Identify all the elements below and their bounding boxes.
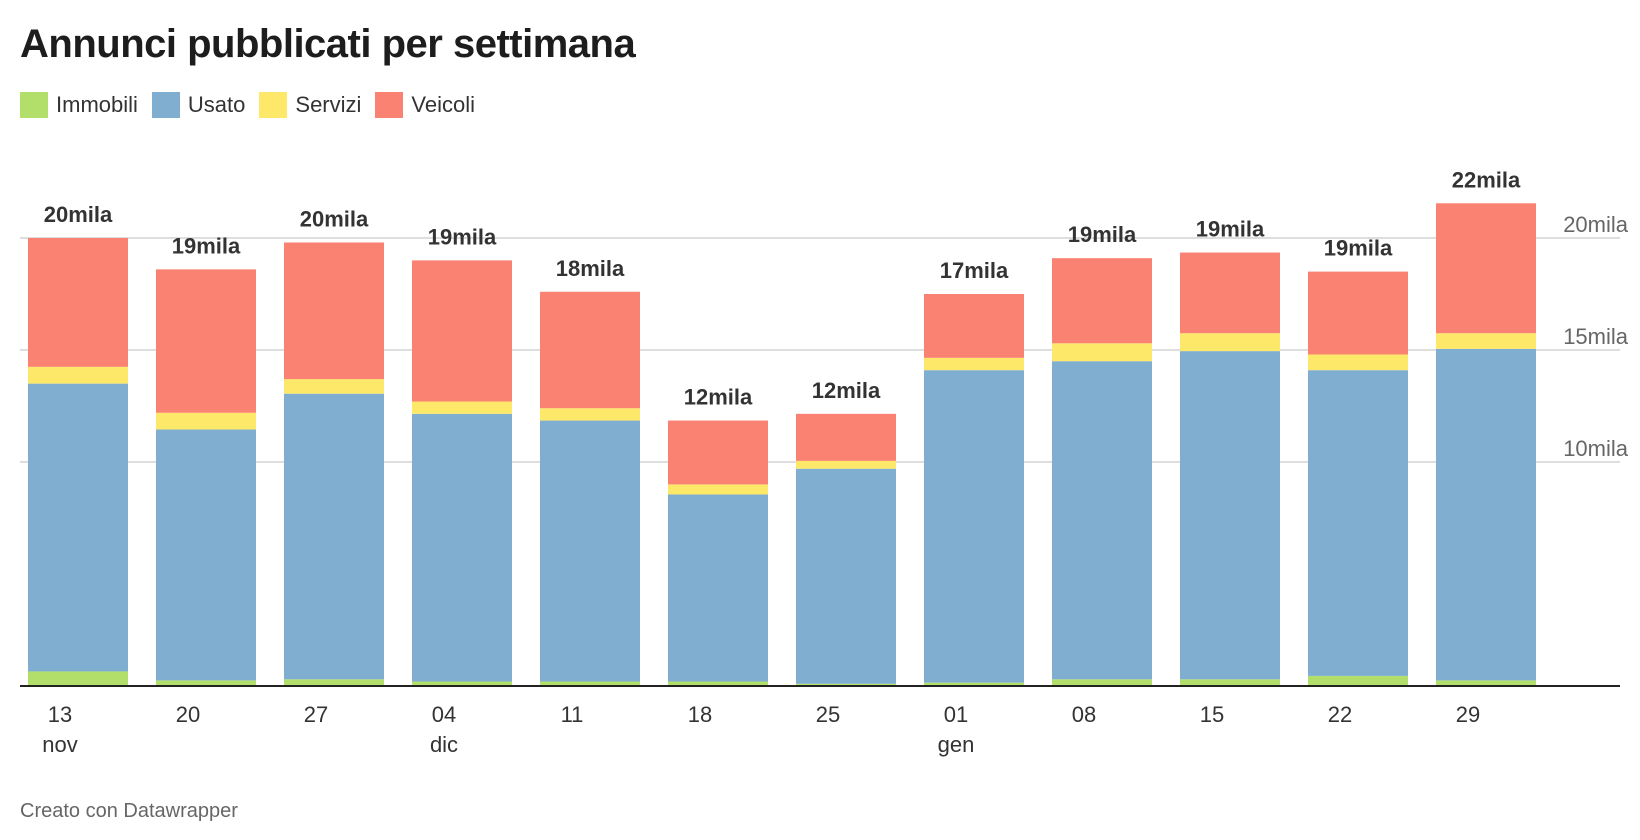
y-tick-label: 15mila [1563, 324, 1629, 349]
x-tick-label: 13 [48, 702, 72, 727]
legend-item-veicoli: Veicoli [375, 92, 475, 118]
bar-servizi [924, 357, 1024, 371]
bar-usato [1180, 351, 1280, 680]
bar-veicoli [28, 238, 128, 367]
bar-immobili [1308, 675, 1408, 686]
bar-total-label: 20mila [44, 202, 113, 227]
bar-immobili [540, 681, 640, 686]
bar-immobili [284, 679, 384, 686]
bar-servizi [1052, 343, 1152, 362]
bar-total-label: 17mila [940, 258, 1009, 283]
bar-total-label: 18mila [556, 256, 625, 281]
bar-immobili [156, 680, 256, 686]
bar-total-label: 19mila [1324, 236, 1393, 261]
x-tick-month-label: nov [42, 732, 77, 757]
y-tick-label: 10mila [1563, 436, 1629, 461]
x-tick-label: 25 [816, 702, 840, 727]
bar-total-label: 22mila [1452, 167, 1521, 192]
bar-servizi [28, 366, 128, 384]
bar-usato [1052, 361, 1152, 680]
x-tick-label: 04 [432, 702, 456, 727]
bar-servizi [668, 484, 768, 495]
bar-usato [1308, 370, 1408, 676]
bar-veicoli [924, 294, 1024, 358]
legend-label-usato: Usato [187, 92, 246, 117]
legend-swatch-servizi [259, 92, 288, 118]
bar-usato [284, 393, 384, 680]
bar-usato [1436, 348, 1536, 681]
bar-veicoli [796, 413, 896, 461]
legend-swatch-veicoli [375, 92, 404, 118]
bar-total-label: 19mila [1196, 217, 1265, 242]
stacked-bar-chart: 10mila 15mila 20mila 20mila 13 nov 19mila 20 20m… [20, 167, 1629, 757]
bar-veicoli [1052, 258, 1152, 344]
x-tick-label: 22 [1328, 702, 1352, 727]
bar-veicoli [540, 291, 640, 409]
bar-veicoli [284, 242, 384, 380]
bar-usato [924, 370, 1024, 683]
legend-label-servizi: Servizi [295, 92, 362, 117]
legend-swatch-usato [151, 92, 180, 118]
x-tick-label: 18 [688, 702, 712, 727]
bar-servizi [540, 408, 640, 421]
bar-immobili [1436, 680, 1536, 686]
bar-servizi [1180, 333, 1280, 352]
x-tick-month-label: gen [938, 732, 975, 757]
legend-item-usato: Usato [151, 92, 246, 118]
bar-immobili [412, 681, 512, 686]
x-tick-label: 08 [1072, 702, 1096, 727]
bar-veicoli [1308, 271, 1408, 355]
bar-servizi [1436, 333, 1536, 349]
bar-usato [796, 468, 896, 684]
bar-total-label: 19mila [1068, 222, 1137, 247]
x-tick-label: 15 [1200, 702, 1224, 727]
bar-veicoli [1180, 252, 1280, 334]
bar-servizi [412, 401, 512, 414]
legend: Immobili Usato Servizi Veicoli [20, 92, 489, 118]
bar-servizi [796, 460, 896, 469]
legend-label-veicoli: Veicoli [411, 92, 475, 117]
footer-credit: Creato con Datawrapper [20, 800, 238, 822]
legend-swatch-immobili [20, 92, 48, 118]
x-tick-label: 20 [176, 702, 200, 727]
bar-veicoli [1436, 203, 1536, 334]
bar-veicoli [668, 420, 768, 485]
x-tick-label: 01 [944, 702, 968, 727]
bar-veicoli [156, 269, 256, 413]
bar-total-label: 12mila [684, 385, 753, 410]
x-tick-label: 27 [304, 702, 328, 727]
bar-total-label: 19mila [428, 224, 497, 249]
legend-label-immobili: Immobili [56, 92, 138, 117]
bar-usato [156, 429, 256, 681]
bar-usato [28, 383, 128, 672]
legend-item-servizi: Servizi [259, 92, 361, 118]
bar-servizi [156, 412, 256, 430]
x-tick-month-label: dic [430, 732, 458, 757]
bar-total-label: 20mila [300, 206, 369, 231]
bar-total-label: 19mila [172, 233, 241, 258]
bar-immobili [796, 683, 896, 686]
bar-veicoli [412, 260, 512, 402]
x-tick-label: 11 [561, 702, 584, 727]
bar-usato [668, 494, 768, 682]
bar-immobili [28, 671, 128, 686]
y-tick-label: 20mila [1563, 212, 1629, 237]
bar-total-label: 12mila [812, 378, 881, 403]
legend-item-immobili: Immobili [20, 92, 138, 118]
bar-usato [540, 420, 640, 682]
bar-immobili [924, 682, 1024, 686]
bar-immobili [1052, 679, 1152, 686]
bar-servizi [284, 379, 384, 394]
chart-title: Annunci pubblicati per settimana [20, 22, 636, 66]
x-tick-label: 29 [1456, 702, 1480, 727]
bar-usato [412, 413, 512, 682]
bar-immobili [668, 681, 768, 686]
bar-servizi [1308, 354, 1408, 371]
bar-immobili [1180, 679, 1280, 686]
